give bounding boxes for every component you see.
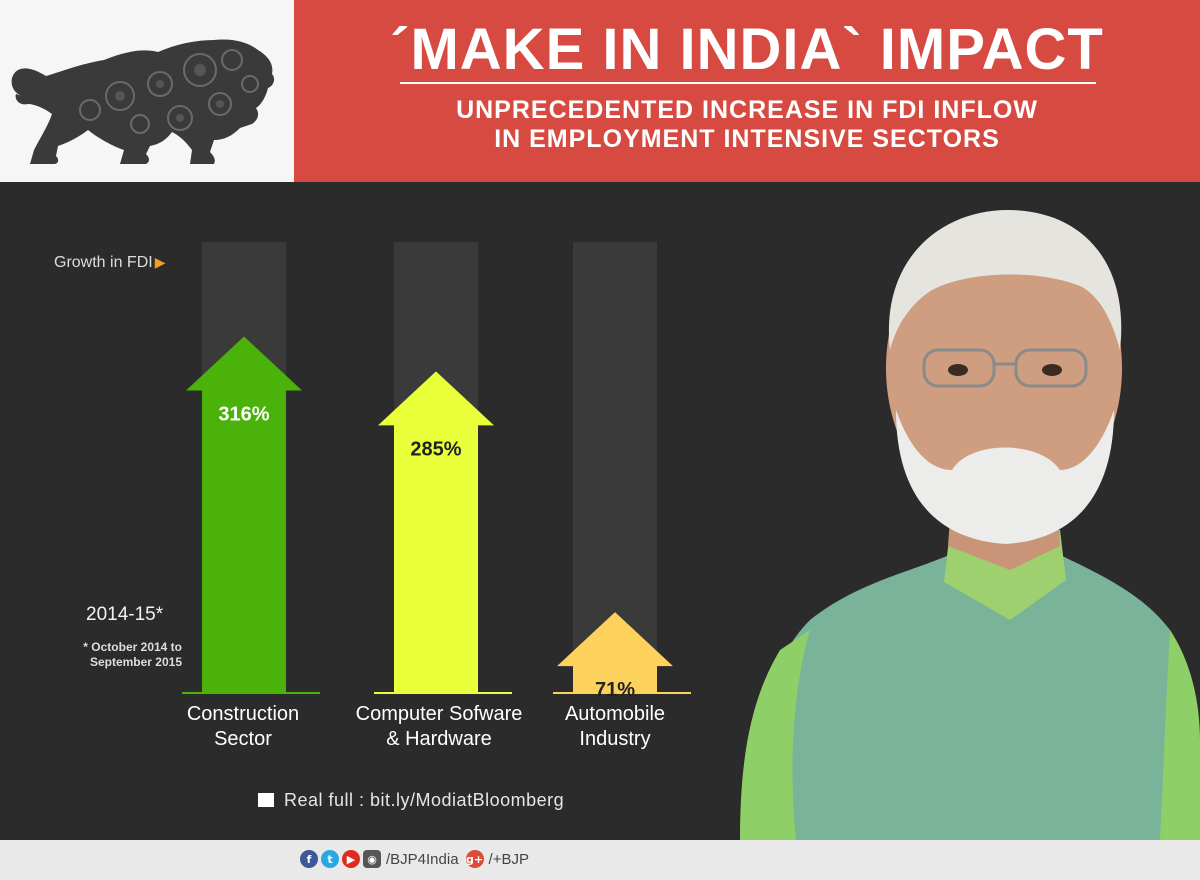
facebook-icon[interactable]: f [300,850,318,868]
square-icon [258,793,274,807]
triangle-right-icon: ▶ [154,254,166,270]
instagram-icon[interactable]: ◉ [363,850,381,868]
bar-arrow-0 [186,336,302,692]
data-label-2: 71% [595,679,635,701]
bar-arrow-2 [557,612,673,692]
vest [756,550,1200,840]
category-label-automobile: Automobile Industry [564,703,666,750]
beard [896,410,1114,544]
title-panel: ´MAKE IN INDIA` IMPACT UNPRECEDENTED INC… [294,0,1200,182]
lion-silhouette [11,39,275,164]
title-divider [400,82,1096,84]
subtitle-line-1: UNPRECEDENTED INCREASE IN FDI INFLOW [456,96,1038,124]
subtitle-line-2: IN EMPLOYMENT INTENSIVE SECTORS [494,125,1000,153]
face [886,218,1122,518]
gear-pattern [79,49,259,134]
left-eye [948,364,968,376]
hair [888,210,1122,350]
logo-panel [0,0,294,182]
twitter-icon[interactable]: t [321,850,339,868]
main-title: ´MAKE IN INDIA` IMPACT [390,17,1104,82]
bar-arrow-1 [378,371,494,692]
data-label-0: 316% [218,404,269,426]
category-label-construction: Construction Sector [186,703,300,750]
period-note: * October 2014 to September 2015 [83,640,182,669]
left-sleeve [740,630,810,840]
subtitle: UNPRECEDENTED INCREASE IN FDI INFLOW IN … [294,96,1200,154]
handle-plus-bjp[interactable]: /+BJP [488,850,529,868]
data-label-1: 285% [410,438,461,460]
handle-bjp4india[interactable]: /BJP4India [386,850,459,868]
glasses-right [1014,348,1088,388]
category-label-computer: Computer Sofware & Hardware [355,703,523,750]
source-link[interactable]: Real full : bit.ly/ModiatBloomberg [258,790,564,811]
footer: f t ▶ ◉ /BJP4India g+ /+BJP [0,840,1200,880]
youtube-icon[interactable]: ▶ [342,850,360,868]
right-sleeve [1160,630,1200,840]
google-plus-icon[interactable]: g+ [465,850,484,868]
lion-logo [11,39,275,164]
glasses-left [922,348,996,388]
chart-marks: 316% 285% 71% [182,242,691,701]
gear-hubs [115,64,224,122]
header: ´MAKE IN INDIA` IMPACT UNPRECEDENTED INC… [0,0,1200,182]
portrait-figure [740,210,1200,840]
social-bar: f t ▶ ◉ /BJP4India g+ /+BJP [300,850,533,868]
period-label: 2014-15* [86,604,164,625]
y-axis-label: Growth in FDI ▶ [54,254,166,271]
right-eye [1042,364,1062,376]
